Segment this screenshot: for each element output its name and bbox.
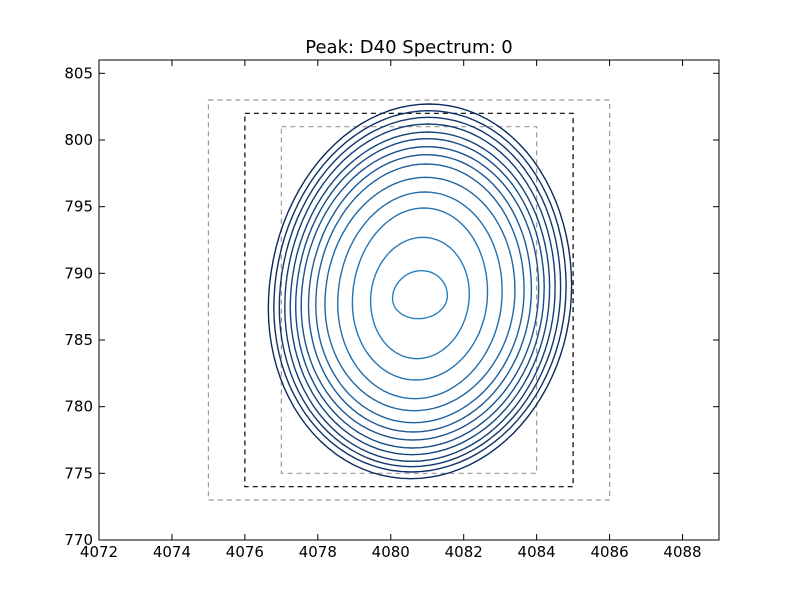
chart-title: Peak: D40 Spectrum: 0 (305, 37, 512, 58)
contour-level (315, 163, 525, 424)
x-tick-label: 4080 (372, 543, 410, 561)
plot-frame (98, 59, 720, 541)
x-tick-label: 4076 (226, 543, 264, 561)
y-tick-label: 805 (64, 64, 93, 82)
x-tick-label: 4072 (80, 543, 118, 561)
contour-level (391, 270, 448, 320)
peak-region-box (244, 112, 574, 488)
contour-level (336, 191, 503, 400)
y-tick-label: 785 (64, 331, 93, 349)
y-tick-label: 775 (64, 464, 93, 482)
contour-level (351, 207, 489, 381)
x-tick-label: 4074 (153, 543, 191, 561)
contour-level (278, 116, 562, 468)
outer-region-box (207, 99, 611, 501)
contour-level (273, 109, 567, 473)
y-tick-label: 770 (64, 531, 93, 549)
contour-level (284, 123, 556, 463)
y-tick-label: 795 (64, 198, 93, 216)
region-boxes (207, 99, 611, 501)
contour-level (307, 153, 533, 433)
x-tick-label: 4078 (299, 543, 337, 561)
x-tick-label: 4088 (663, 543, 701, 561)
x-tick-label: 4084 (518, 543, 556, 561)
contour-level (324, 176, 516, 412)
contour-level (294, 137, 545, 449)
axis-ticks: 4072 4074 4076 4078 4080 4082 4084 4086 4088 770 7… (64, 60, 719, 561)
y-tick-label: 780 (64, 398, 93, 416)
contour-lines (267, 103, 573, 480)
plot-area (99, 60, 719, 540)
x-tick-label: 4082 (445, 543, 483, 561)
contour-level (369, 236, 471, 360)
x-tick-label: 4086 (590, 543, 628, 561)
contour-level (289, 131, 551, 456)
y-tick-label: 800 (64, 131, 93, 149)
contour-level (267, 103, 573, 480)
contour-level (300, 145, 540, 441)
y-tick-label: 790 (64, 264, 93, 282)
inner-region-box (280, 126, 538, 474)
